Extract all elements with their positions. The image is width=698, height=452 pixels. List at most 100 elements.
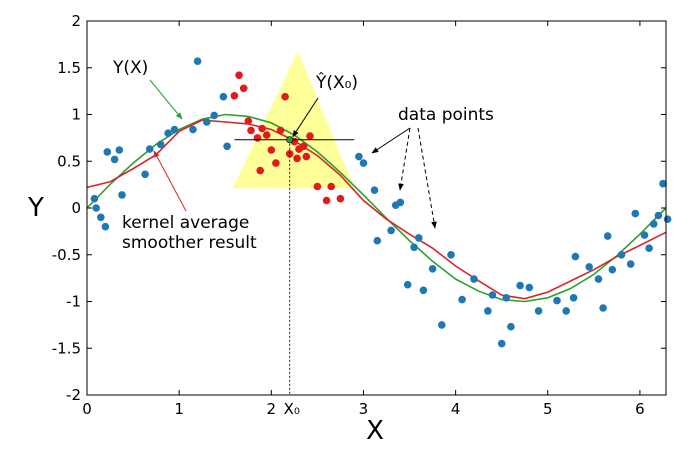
data-point xyxy=(90,194,99,203)
kernel-window-point xyxy=(299,142,308,151)
data-point xyxy=(507,322,515,331)
data-point xyxy=(571,252,580,261)
data-point xyxy=(649,220,658,228)
data-point xyxy=(594,275,603,283)
data-point xyxy=(631,209,640,218)
x-axis-title: X xyxy=(366,416,384,446)
y-tick-label: -1.5 xyxy=(52,339,81,357)
x-tick-label: 5 xyxy=(543,400,553,418)
data-point xyxy=(617,251,626,259)
data-point xyxy=(156,140,165,149)
data-point xyxy=(562,307,570,315)
y-of-x-label: Y(X) xyxy=(112,58,148,78)
kernel-window-point xyxy=(293,154,301,163)
data-point xyxy=(359,159,368,167)
x-tick-label: 2 xyxy=(267,400,277,418)
kernel-window-point xyxy=(327,182,336,191)
data-point xyxy=(193,57,202,65)
data-point xyxy=(569,294,578,302)
kernel-window-point xyxy=(256,166,265,175)
x-tick-label: 6 xyxy=(635,400,645,418)
y-tick-label: 1.5 xyxy=(57,59,81,77)
data-point xyxy=(458,295,466,304)
data-point xyxy=(410,243,418,252)
data-point xyxy=(203,118,211,126)
y-tick-label: 2 xyxy=(71,12,81,30)
data-point xyxy=(438,321,446,329)
data-point xyxy=(484,307,492,315)
data-points-arrow xyxy=(398,127,411,191)
data-point xyxy=(645,244,653,252)
data-point xyxy=(189,125,197,134)
data-point xyxy=(428,265,437,273)
y-tick-label: -0.5 xyxy=(52,246,81,264)
data-point xyxy=(608,265,617,274)
kernel-window-point xyxy=(272,159,280,167)
kernel-smoother-line xyxy=(86,119,667,300)
data-point xyxy=(502,294,511,302)
data-point xyxy=(415,234,423,242)
data-point xyxy=(534,307,543,315)
data-point xyxy=(145,145,154,153)
kernel-window-point xyxy=(235,71,243,79)
x-tick-label: 3 xyxy=(359,400,369,418)
data-point xyxy=(118,191,126,199)
data-point xyxy=(603,232,612,240)
kernel-window-point xyxy=(322,196,331,205)
kernel-window xyxy=(232,50,355,189)
data-point xyxy=(659,179,667,188)
data-point xyxy=(488,291,497,299)
kernel-window-point xyxy=(306,132,314,140)
data-point xyxy=(110,155,119,164)
y-tick-label: 0.5 xyxy=(57,152,81,170)
y-axis-title: Y xyxy=(27,193,44,223)
y-tick-label: -2 xyxy=(66,386,81,404)
y-tick-label: -1 xyxy=(66,293,81,311)
kernel-smoother-label: kernel average xyxy=(122,213,249,233)
data-point xyxy=(103,148,112,156)
data-point xyxy=(640,231,649,239)
data-point xyxy=(370,186,379,194)
kernel-window-point xyxy=(267,146,276,154)
data-point xyxy=(141,170,149,179)
data-points-arrow xyxy=(371,127,411,154)
kernel-window-point xyxy=(239,84,248,93)
kernel-window-point xyxy=(276,126,285,135)
kernel-window-point xyxy=(285,150,294,158)
data-point xyxy=(516,281,524,290)
data-point xyxy=(497,339,506,348)
data-point xyxy=(553,296,561,305)
x-tick-label: 1 xyxy=(174,400,184,418)
kernel-window-point xyxy=(313,182,322,191)
kernel-window-point xyxy=(230,92,239,100)
kernel-window-point xyxy=(262,131,271,139)
kernel-smoother-label: smoother result xyxy=(122,233,257,253)
y-tick-label: 1 xyxy=(71,106,81,124)
data-point xyxy=(92,204,100,212)
x0-tick-label: X₀ xyxy=(284,400,300,418)
data-point xyxy=(419,286,428,295)
x0-estimate-label: Ŷ(X₀) xyxy=(315,71,358,93)
data-point xyxy=(626,260,635,268)
data-point xyxy=(97,213,105,222)
data-point xyxy=(164,129,172,137)
data-point xyxy=(599,304,607,312)
data-point xyxy=(663,215,672,223)
data-point xyxy=(585,263,593,271)
data-points-label: data points xyxy=(398,105,494,125)
kernel-window-point xyxy=(247,126,255,135)
data-point xyxy=(470,275,478,283)
data-point xyxy=(355,152,363,161)
data-point xyxy=(373,236,382,245)
data-point xyxy=(219,92,228,101)
kernel-window-point xyxy=(253,134,262,142)
kernel-window-point xyxy=(244,117,253,125)
data-point xyxy=(101,222,110,231)
y-of-x-arrow xyxy=(149,79,183,120)
data-point xyxy=(170,125,179,134)
kernel-window-point xyxy=(336,194,345,203)
data-point xyxy=(654,211,663,220)
x-tick-label: 0 xyxy=(82,400,92,418)
kernel-window-point xyxy=(258,124,266,133)
y-tick-label: 0 xyxy=(71,199,81,217)
